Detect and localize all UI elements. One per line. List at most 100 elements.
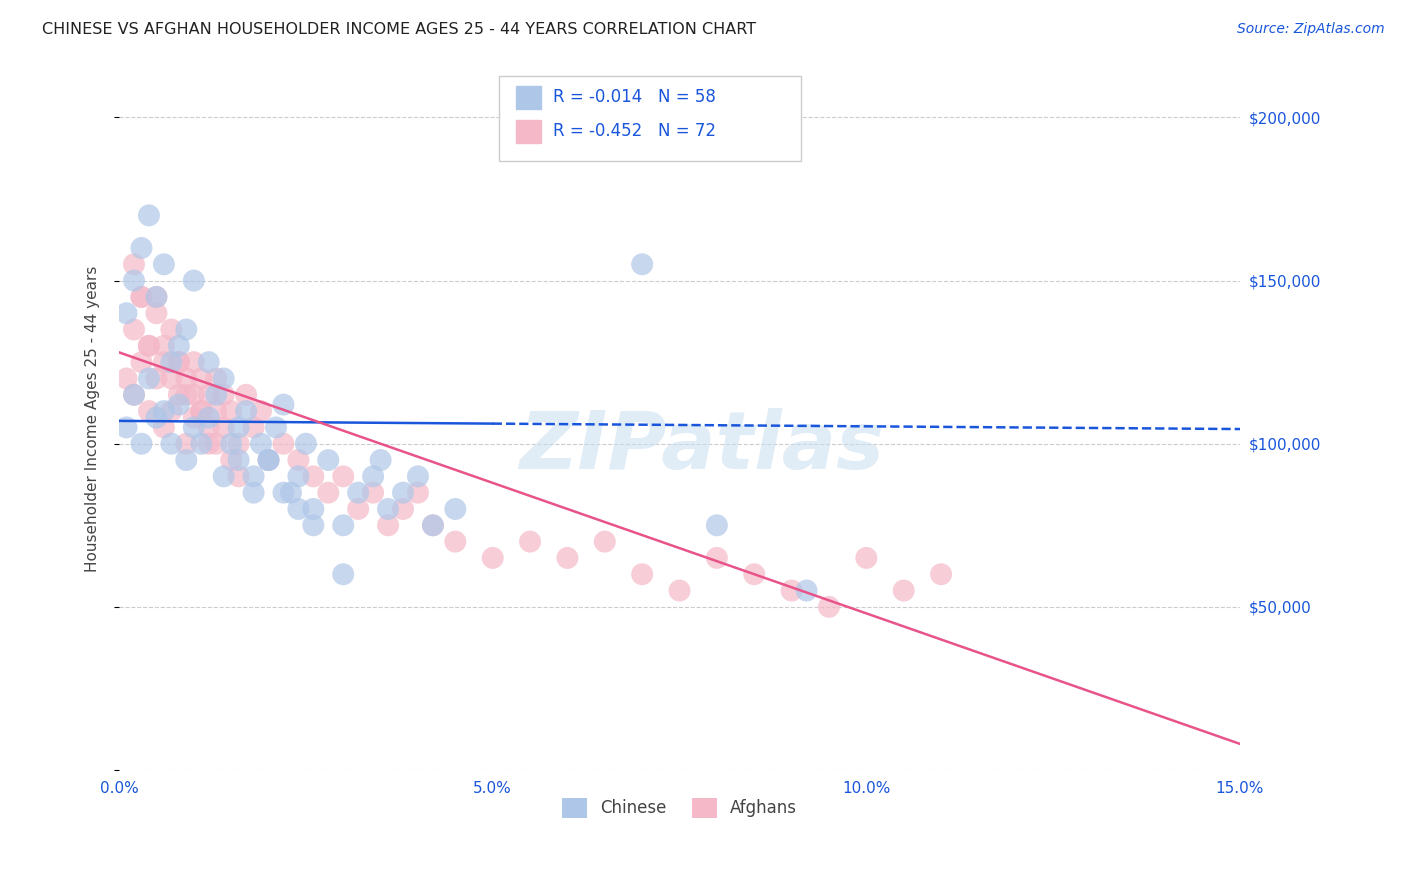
Point bbox=[160, 322, 183, 336]
Point bbox=[796, 583, 818, 598]
Point bbox=[167, 388, 190, 402]
Point bbox=[153, 257, 176, 271]
Point bbox=[219, 404, 242, 418]
Point bbox=[153, 420, 176, 434]
Point bbox=[205, 404, 228, 418]
Point bbox=[153, 339, 176, 353]
Point bbox=[138, 371, 160, 385]
Point bbox=[302, 502, 325, 516]
Point bbox=[287, 469, 309, 483]
Point bbox=[115, 306, 138, 320]
Point bbox=[444, 534, 467, 549]
Point bbox=[197, 436, 219, 450]
Point bbox=[855, 550, 877, 565]
Point bbox=[212, 371, 235, 385]
Point bbox=[242, 420, 264, 434]
Point bbox=[347, 485, 370, 500]
Point bbox=[228, 436, 250, 450]
Point bbox=[167, 398, 190, 412]
Point bbox=[422, 518, 444, 533]
Point bbox=[138, 404, 160, 418]
Point bbox=[190, 404, 212, 418]
Text: R = -0.452   N = 72: R = -0.452 N = 72 bbox=[553, 122, 716, 140]
Point bbox=[332, 518, 354, 533]
Point bbox=[219, 453, 242, 467]
Point bbox=[593, 534, 616, 549]
Point bbox=[131, 436, 153, 450]
Point bbox=[145, 290, 167, 304]
Point bbox=[287, 502, 309, 516]
Point bbox=[176, 453, 198, 467]
Point bbox=[818, 599, 841, 614]
Point bbox=[176, 436, 198, 450]
Point bbox=[631, 567, 654, 582]
Point bbox=[145, 290, 167, 304]
Point bbox=[250, 436, 273, 450]
Point bbox=[212, 469, 235, 483]
Point bbox=[122, 274, 145, 288]
Point bbox=[160, 355, 183, 369]
Point bbox=[332, 567, 354, 582]
Point bbox=[205, 371, 228, 385]
Point bbox=[122, 257, 145, 271]
Text: R = -0.014   N = 58: R = -0.014 N = 58 bbox=[553, 88, 716, 106]
Point bbox=[280, 485, 302, 500]
Point bbox=[257, 453, 280, 467]
Point bbox=[167, 355, 190, 369]
Point bbox=[893, 583, 915, 598]
Point bbox=[235, 404, 257, 418]
Point bbox=[557, 550, 579, 565]
Point bbox=[167, 339, 190, 353]
Point bbox=[190, 436, 212, 450]
Point bbox=[183, 388, 205, 402]
Point bbox=[145, 410, 167, 425]
Point bbox=[219, 436, 242, 450]
Point bbox=[287, 453, 309, 467]
Point bbox=[153, 355, 176, 369]
Point bbox=[131, 290, 153, 304]
Point bbox=[183, 274, 205, 288]
Point bbox=[929, 567, 952, 582]
Text: Source: ZipAtlas.com: Source: ZipAtlas.com bbox=[1237, 22, 1385, 37]
Text: ZIPatlas: ZIPatlas bbox=[519, 409, 884, 486]
Point bbox=[742, 567, 765, 582]
Point bbox=[406, 485, 429, 500]
Point bbox=[197, 420, 219, 434]
Point bbox=[422, 518, 444, 533]
Point bbox=[257, 453, 280, 467]
Point bbox=[481, 550, 503, 565]
Point bbox=[444, 502, 467, 516]
Point bbox=[160, 436, 183, 450]
Point bbox=[176, 322, 198, 336]
Point bbox=[519, 534, 541, 549]
Point bbox=[302, 469, 325, 483]
Point bbox=[668, 583, 690, 598]
Point bbox=[780, 583, 803, 598]
Point bbox=[197, 388, 219, 402]
Point bbox=[295, 436, 318, 450]
Point bbox=[361, 469, 384, 483]
Point bbox=[212, 388, 235, 402]
Point bbox=[706, 518, 728, 533]
Point bbox=[332, 469, 354, 483]
Point bbox=[131, 355, 153, 369]
Point bbox=[316, 485, 339, 500]
Point bbox=[138, 339, 160, 353]
Point bbox=[228, 469, 250, 483]
Point bbox=[370, 453, 392, 467]
Point bbox=[361, 485, 384, 500]
Point bbox=[183, 355, 205, 369]
Point bbox=[197, 410, 219, 425]
Point bbox=[122, 322, 145, 336]
Text: CHINESE VS AFGHAN HOUSEHOLDER INCOME AGES 25 - 44 YEARS CORRELATION CHART: CHINESE VS AFGHAN HOUSEHOLDER INCOME AGE… bbox=[42, 22, 756, 37]
Point bbox=[190, 404, 212, 418]
Point bbox=[273, 436, 295, 450]
Point bbox=[392, 485, 415, 500]
Point bbox=[115, 420, 138, 434]
Point bbox=[257, 453, 280, 467]
Point bbox=[273, 398, 295, 412]
Point bbox=[392, 502, 415, 516]
Point bbox=[160, 404, 183, 418]
Point bbox=[347, 502, 370, 516]
Point bbox=[406, 469, 429, 483]
